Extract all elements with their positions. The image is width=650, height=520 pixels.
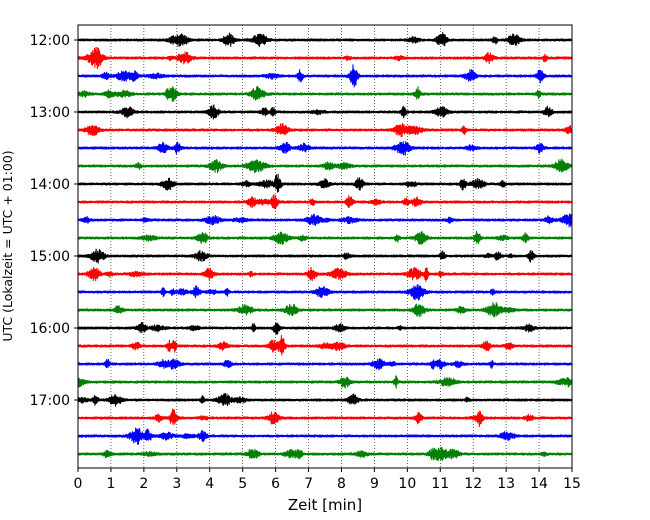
x-tick-label: 8 bbox=[337, 476, 346, 492]
seismic-trace bbox=[77, 158, 573, 174]
y-tick-label: 16:00 bbox=[30, 321, 70, 337]
seismic-trace bbox=[77, 446, 573, 462]
x-tick-label: 1 bbox=[106, 476, 115, 492]
x-tick-label: 7 bbox=[304, 476, 313, 492]
y-axis: 12:00 13:00 14:00 15:00 16:00 17:00 bbox=[30, 33, 78, 409]
x-tick-label: 9 bbox=[370, 476, 379, 492]
y-tick-label: 12:00 bbox=[30, 33, 70, 49]
seismic-trace bbox=[77, 266, 573, 282]
seismic-trace bbox=[77, 358, 573, 371]
seismic-trace bbox=[77, 104, 573, 120]
x-axis-title: Zeit [min] bbox=[288, 496, 362, 514]
seismic-trace bbox=[77, 375, 573, 389]
y-tick-label: 13:00 bbox=[30, 105, 70, 121]
x-tick-label: 5 bbox=[238, 476, 247, 492]
x-tick-label: 4 bbox=[205, 476, 214, 492]
grid-lines bbox=[110, 25, 540, 468]
seismic-trace bbox=[77, 173, 573, 193]
seismic-trace bbox=[77, 141, 573, 156]
y-tick-label: 15:00 bbox=[30, 249, 70, 265]
seismic-trace bbox=[77, 392, 573, 407]
y-tick-label: 17:00 bbox=[30, 393, 70, 409]
seismic-trace bbox=[77, 427, 573, 445]
x-axis: 0 1 2 3 4 5 6 7 8 9 10 11 12 13 14 15 bbox=[74, 468, 581, 492]
seismic-trace bbox=[77, 46, 573, 70]
seismic-trace bbox=[77, 334, 573, 356]
x-tick-label: 2 bbox=[139, 476, 148, 492]
x-tick-label: 14 bbox=[530, 476, 548, 492]
seismic-trace bbox=[77, 248, 573, 264]
x-tick-label: 15 bbox=[563, 476, 581, 492]
x-tick-label: 0 bbox=[74, 476, 83, 492]
seismic-trace bbox=[77, 86, 573, 102]
seismic-trace bbox=[77, 32, 573, 48]
y-tick-label: 14:00 bbox=[30, 177, 70, 193]
seismic-trace bbox=[77, 230, 573, 245]
x-tick-label: 10 bbox=[398, 476, 416, 492]
x-tick-label: 11 bbox=[431, 476, 449, 492]
x-tick-label: 6 bbox=[271, 476, 280, 492]
seismic-trace bbox=[77, 284, 573, 301]
seismic-trace bbox=[77, 408, 573, 428]
seismic-trace bbox=[77, 213, 573, 228]
x-tick-label: 3 bbox=[172, 476, 181, 492]
x-tick-label: 13 bbox=[497, 476, 515, 492]
trace-group bbox=[77, 32, 573, 462]
seismic-trace bbox=[77, 64, 573, 88]
plot-frame bbox=[77, 24, 573, 469]
seismic-trace bbox=[77, 122, 573, 138]
seismic-trace bbox=[77, 302, 573, 318]
seismic-trace bbox=[77, 194, 573, 210]
seismic-trace bbox=[77, 321, 573, 335]
y-axis-title: UTC (Lokalzeit = UTC + 01:00) bbox=[0, 150, 15, 341]
x-tick-label: 12 bbox=[464, 476, 482, 492]
